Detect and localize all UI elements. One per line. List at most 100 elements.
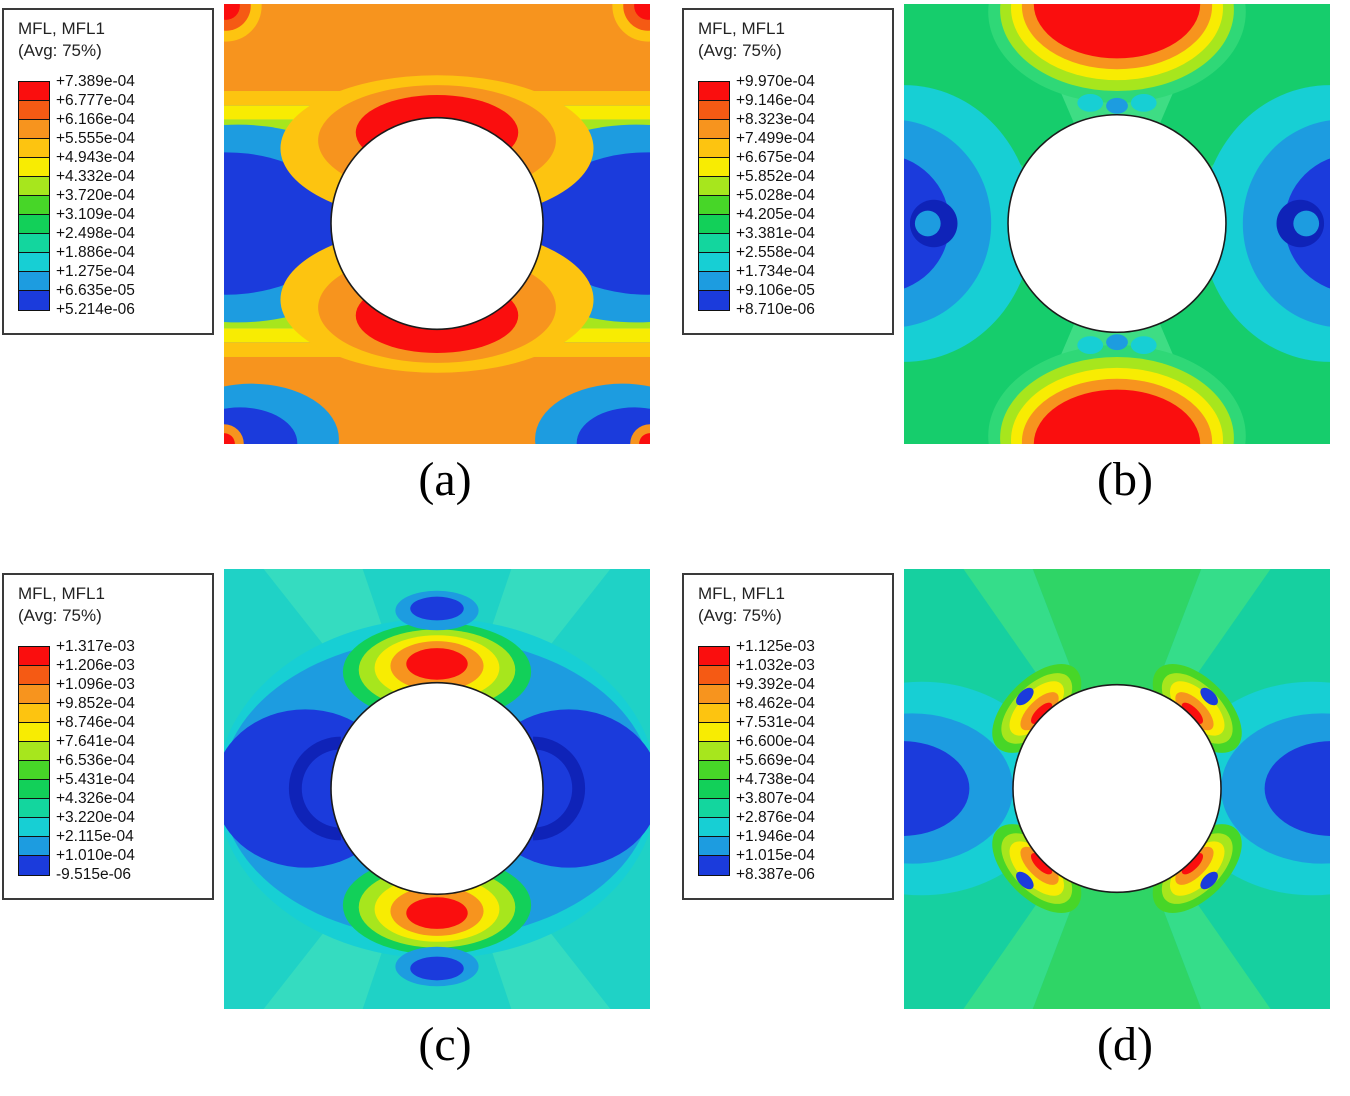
colorbar-level: +3.109e-04 bbox=[56, 206, 135, 224]
colorbar-band bbox=[19, 101, 49, 121]
colorbar-level: +1.317e-03 bbox=[56, 638, 135, 656]
colorbar-level: +1.010e-04 bbox=[56, 847, 135, 865]
colorbar-level: -9.515e-06 bbox=[56, 866, 131, 884]
colorbar-level: +2.558e-04 bbox=[736, 244, 815, 262]
colorbar-labels: +1.125e-03 +1.032e-03 +9.392e-04 +8.462e… bbox=[736, 637, 815, 884]
colorbar-level: +1.125e-03 bbox=[736, 638, 815, 656]
colorbar-level: +1.096e-03 bbox=[56, 676, 135, 694]
colorbar-level: +1.275e-04 bbox=[56, 263, 135, 281]
colorbar-band bbox=[19, 685, 49, 705]
colorbar-level: +6.675e-04 bbox=[736, 149, 815, 167]
colorbar-band bbox=[19, 272, 49, 292]
colorbar-band bbox=[19, 723, 49, 743]
colorbar-band bbox=[19, 856, 49, 876]
caption-d: (d) bbox=[1097, 1018, 1153, 1071]
colorbar-band bbox=[699, 101, 729, 121]
colorbar-level: +6.536e-04 bbox=[56, 752, 135, 770]
colorbar-level: +2.876e-04 bbox=[736, 809, 815, 827]
colorbar-band bbox=[699, 761, 729, 781]
colorbar-level: +4.205e-04 bbox=[736, 206, 815, 224]
legend-c: MFL, MFL1 (Avg: 75%) bbox=[2, 573, 214, 901]
colorbar-band bbox=[699, 685, 729, 705]
caption-c: (c) bbox=[418, 1018, 472, 1071]
legend-subtitle: (Avg: 75%) bbox=[18, 606, 102, 626]
colorbar-level: +8.462e-04 bbox=[736, 695, 815, 713]
legend-subtitle: (Avg: 75%) bbox=[698, 606, 782, 626]
colorbar-level: +3.720e-04 bbox=[56, 187, 135, 205]
colorbar-level: +9.392e-04 bbox=[736, 676, 815, 694]
colorbar-swatches bbox=[698, 646, 730, 877]
colorbar-level: +8.746e-04 bbox=[56, 714, 135, 732]
colorbar-band bbox=[699, 177, 729, 197]
colorbar-level: +2.498e-04 bbox=[56, 225, 135, 243]
colorbar-band bbox=[699, 253, 729, 273]
legend-title: MFL, MFL1 bbox=[698, 584, 785, 603]
colorbar-band bbox=[19, 177, 49, 197]
contour-plot-c bbox=[214, 569, 660, 1009]
colorbar-level: +7.499e-04 bbox=[736, 130, 815, 148]
colorbar-level: +4.943e-04 bbox=[56, 149, 135, 167]
colorbar-band bbox=[699, 82, 729, 102]
colorbar-level: +7.389e-04 bbox=[56, 73, 135, 91]
colorbar-band bbox=[19, 761, 49, 781]
colorbar-band bbox=[699, 856, 729, 876]
colorbar-level: +5.431e-04 bbox=[56, 771, 135, 789]
colorbar-band bbox=[699, 215, 729, 235]
colorbar-level: +3.807e-04 bbox=[736, 790, 815, 808]
colorbar-level: +5.852e-04 bbox=[736, 168, 815, 186]
colorbar-band bbox=[699, 120, 729, 140]
colorbar-band bbox=[19, 215, 49, 235]
colorbar-band bbox=[699, 272, 729, 292]
colorbar-band bbox=[699, 818, 729, 838]
figure-row-1: MFL, MFL1 (Avg: 75%) bbox=[2, 0, 1350, 528]
colorbar-band bbox=[19, 818, 49, 838]
colorbar-swatches bbox=[698, 81, 730, 312]
colorbar-band bbox=[699, 647, 729, 667]
colorbar-band bbox=[19, 234, 49, 254]
colorbar-level: +5.669e-04 bbox=[736, 752, 815, 770]
colorbar-level: +5.214e-06 bbox=[56, 301, 135, 319]
colorbar-band bbox=[19, 780, 49, 800]
colorbar-band bbox=[699, 780, 729, 800]
colorbar-band bbox=[19, 158, 49, 178]
colorbar-level: +3.220e-04 bbox=[56, 809, 135, 827]
legend-title: MFL, MFL1 bbox=[18, 19, 105, 38]
colorbar-level: +1.886e-04 bbox=[56, 244, 135, 262]
colorbar-level: +1.206e-03 bbox=[56, 657, 135, 675]
colorbar-band bbox=[19, 704, 49, 724]
colorbar-band bbox=[699, 234, 729, 254]
colorbar-level: +8.387e-06 bbox=[736, 866, 815, 884]
colorbar-labels: +7.389e-04 +6.777e-04 +6.166e-04 +5.555e… bbox=[56, 72, 135, 319]
colorbar-band bbox=[19, 82, 49, 102]
contour-plot-a bbox=[87, 0, 787, 495]
panel-d: MFL, MFL1 (Avg: 75%) bbox=[682, 569, 1350, 1072]
colorbar-level: +9.852e-04 bbox=[56, 695, 135, 713]
colorbar-level: +8.323e-04 bbox=[736, 111, 815, 129]
colorbar-band bbox=[19, 742, 49, 762]
contour-plot-c-svg bbox=[214, 569, 660, 1009]
contour-plot-b-svg bbox=[775, 0, 1350, 528]
panel-a: MFL, MFL1 (Avg: 75%) bbox=[2, 0, 787, 507]
colorbar-level: +6.600e-04 bbox=[736, 733, 815, 751]
legend-d: MFL, MFL1 (Avg: 75%) bbox=[682, 573, 894, 901]
colorbar-band bbox=[699, 704, 729, 724]
colorbar-level: +1.946e-04 bbox=[736, 828, 815, 846]
colorbar-band bbox=[699, 723, 729, 743]
caption-a: (a) bbox=[418, 453, 472, 506]
colorbar-level: +7.641e-04 bbox=[56, 733, 135, 751]
colorbar-labels: +9.970e-04 +9.146e-04 +8.323e-04 +7.499e… bbox=[736, 72, 815, 319]
legend-b: MFL, MFL1 (Avg: 75%) bbox=[682, 8, 894, 336]
colorbar-band bbox=[19, 196, 49, 216]
contour-plot-d bbox=[788, 569, 1350, 1009]
legend-title: MFL, MFL1 bbox=[698, 19, 785, 38]
colorbar-band bbox=[19, 837, 49, 857]
colorbar-level: +4.738e-04 bbox=[736, 771, 815, 789]
colorbar-level: +6.777e-04 bbox=[56, 92, 135, 110]
colorbar-band bbox=[699, 666, 729, 686]
contour-plot-a-svg bbox=[87, 0, 787, 495]
colorbar-level: +4.332e-04 bbox=[56, 168, 135, 186]
colorbar-band bbox=[19, 647, 49, 667]
colorbar-band bbox=[699, 291, 729, 311]
colorbar-level: +5.028e-04 bbox=[736, 187, 815, 205]
contour-plot-b bbox=[775, 0, 1350, 528]
